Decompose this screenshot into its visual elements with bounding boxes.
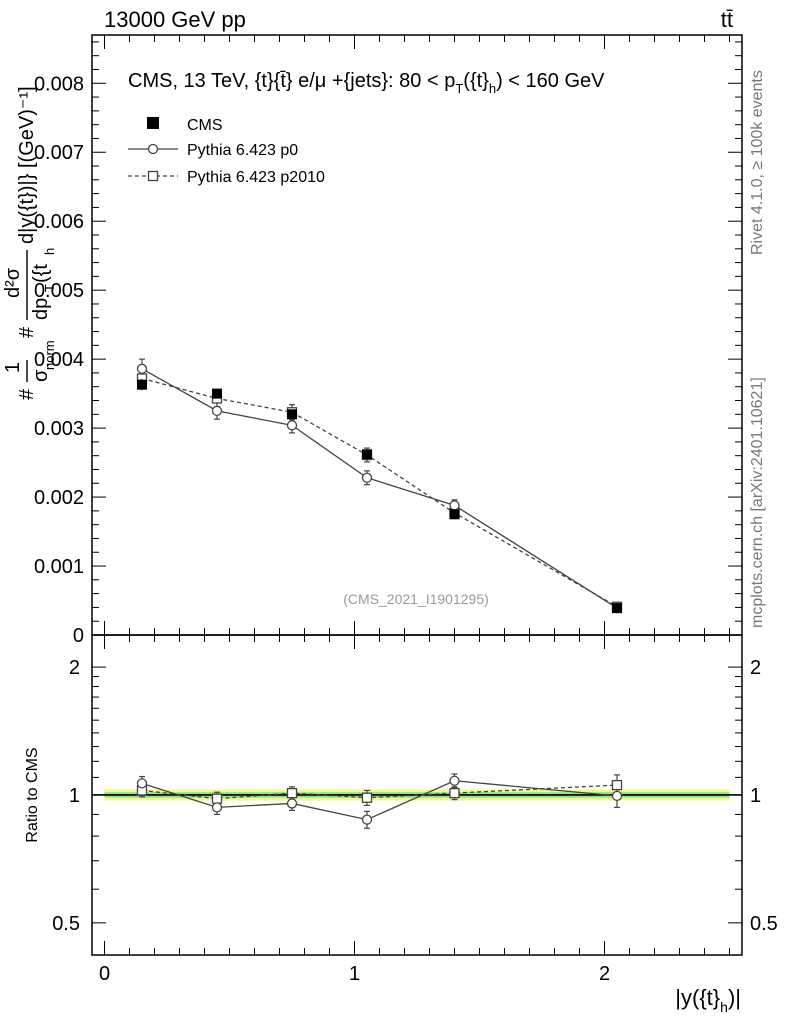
title-paren: ({t} bbox=[463, 70, 489, 92]
cms-point bbox=[362, 449, 372, 460]
xlabel-main: |y({t} bbox=[675, 985, 720, 1010]
ratio-p2010-point bbox=[611, 779, 623, 791]
ylabel-hash2: # bbox=[16, 326, 38, 338]
ratio-p0-point bbox=[449, 775, 460, 786]
p0-point bbox=[136, 363, 148, 374]
ylabel-frac2-den: dp bbox=[30, 298, 52, 320]
p0-point bbox=[286, 420, 298, 431]
ylabel-frac1-num: 1 bbox=[2, 362, 24, 373]
main-panel: 0.001 0.002 0.003 0.004 0.005 0.006 0.007 0.008… bbox=[2, 34, 743, 647]
ylabel-hash1: # bbox=[16, 388, 38, 400]
ratio-p0-point bbox=[136, 778, 148, 789]
p0-line bbox=[141, 368, 618, 609]
legend-p2010-marker bbox=[147, 170, 159, 182]
analysis-id: (CMS_2021_I1901295) bbox=[343, 591, 489, 607]
p0-point bbox=[449, 500, 460, 511]
ylabel-frac2-den-tail: ({t bbox=[30, 264, 52, 283]
ratio-series bbox=[136, 773, 623, 829]
main-ytick-label: 0.002 bbox=[34, 487, 84, 509]
title-tail: ) < 160 GeV bbox=[496, 70, 605, 92]
p2010-line bbox=[141, 377, 618, 608]
ratio-p0-point bbox=[611, 790, 623, 802]
xtick-label: 2 bbox=[599, 963, 610, 985]
beam-label: 13000 GeV pp bbox=[104, 7, 246, 32]
ratio-p2010-point bbox=[211, 793, 223, 804]
xlabel: |y({t}h)| bbox=[675, 985, 741, 1015]
ratio-ticks: 0.5 0.5 1 1 2 2 0 1 2 bbox=[52, 635, 778, 985]
ratio-p0-point bbox=[211, 802, 223, 813]
ratio-p2010-point bbox=[286, 787, 298, 799]
chart-title: CMS, 13 TeV, {t}{t̄} e/μ +{jets}: 80 < p… bbox=[128, 70, 605, 96]
rivet-label: Rivet 4.1.0, ≥ 100k events bbox=[749, 70, 766, 255]
ratio-ytick-label-right: 0.5 bbox=[750, 913, 778, 935]
cms-point bbox=[612, 603, 622, 614]
xlabel-tail: )| bbox=[728, 985, 741, 1010]
ratio-ytick-label-left: 0.5 bbox=[52, 913, 80, 935]
ratio-p2010-point bbox=[361, 792, 373, 803]
xlabel-sub: h bbox=[720, 999, 728, 1015]
main-ylabel: # 1 σ norm # d²σ dp T ({t h d|y({t})|} [… bbox=[2, 86, 57, 400]
ratio-ytick-label-left: 2 bbox=[69, 657, 80, 679]
ratio-p0-point bbox=[361, 814, 373, 825]
main-series bbox=[136, 358, 623, 614]
main-ticks: 0.001 0.002 0.003 0.004 0.005 0.006 0.007 0.008… bbox=[34, 35, 742, 647]
ratio-ytick-label-left: 1 bbox=[69, 785, 80, 807]
ylabel-frac1-den: σ bbox=[30, 369, 52, 382]
cms-point bbox=[212, 388, 222, 399]
xtick-label: 0 bbox=[99, 963, 110, 985]
cms-point bbox=[137, 379, 147, 390]
xtick-label: 1 bbox=[349, 963, 360, 985]
main-ytick-label: 0.007 bbox=[34, 142, 84, 164]
title-sub-h: h bbox=[489, 81, 496, 96]
p0-point bbox=[211, 405, 223, 417]
ylabel-frac1-sub: norm bbox=[42, 340, 57, 370]
main-ytick-label: 0.001 bbox=[34, 556, 84, 578]
p0-point bbox=[361, 472, 373, 483]
legend-p2010-label: Pythia 6.423 p2010 bbox=[187, 169, 325, 186]
mcplots-label: mcplots.cern.ch [arXiv:2401.10621] bbox=[749, 377, 766, 628]
title-main: CMS, 13 TeV, {t}{t̄} e/μ +{jets}: 80 < p bbox=[128, 70, 455, 92]
title-sub-t: T bbox=[455, 81, 463, 96]
main-ytick-label: 0.004 bbox=[34, 349, 84, 371]
ratio-panel: 0.5 0.5 1 1 2 2 0 1 2 Ratio to CMS |y({t}h)| bbox=[24, 634, 778, 1015]
ratio-p2010-point bbox=[449, 787, 460, 799]
ratio-ylabel: Ratio to CMS bbox=[24, 747, 41, 842]
legend-p0-marker bbox=[147, 143, 159, 155]
main-ytick-label: 0.003 bbox=[34, 418, 84, 440]
ylabel-frac2-num: d²σ bbox=[2, 267, 24, 298]
ratio-p0-point bbox=[286, 798, 298, 809]
ratio-ytick-label-right: 1 bbox=[750, 785, 761, 807]
main-ytick-label-zero: 0 bbox=[73, 625, 84, 647]
legend: CMS Pythia 6.423 p0 Pythia 6.423 p2010 bbox=[128, 117, 325, 186]
main-ytick-label: 0.008 bbox=[34, 73, 84, 95]
ratio-ytick-label-right: 2 bbox=[750, 657, 761, 679]
process-label: tt̄ bbox=[721, 7, 733, 32]
cms-point bbox=[287, 409, 297, 420]
ratio-p0-line bbox=[141, 780, 618, 821]
ylabel-frac2-den-tail-sub: h bbox=[42, 248, 57, 255]
legend-cms-marker bbox=[147, 117, 159, 129]
legend-p0-label: Pythia 6.423 p0 bbox=[187, 142, 298, 159]
main-ytick-label: 0.006 bbox=[34, 211, 84, 233]
ylabel-frac2-den-sub: T bbox=[42, 284, 57, 292]
ylabel-tail: d|y({t})|} [(GeV)⁻¹] bbox=[16, 86, 38, 244]
cms-point bbox=[449, 509, 460, 520]
legend-cms-label: CMS bbox=[187, 117, 223, 134]
main-ytick-label: 0.005 bbox=[34, 280, 84, 302]
